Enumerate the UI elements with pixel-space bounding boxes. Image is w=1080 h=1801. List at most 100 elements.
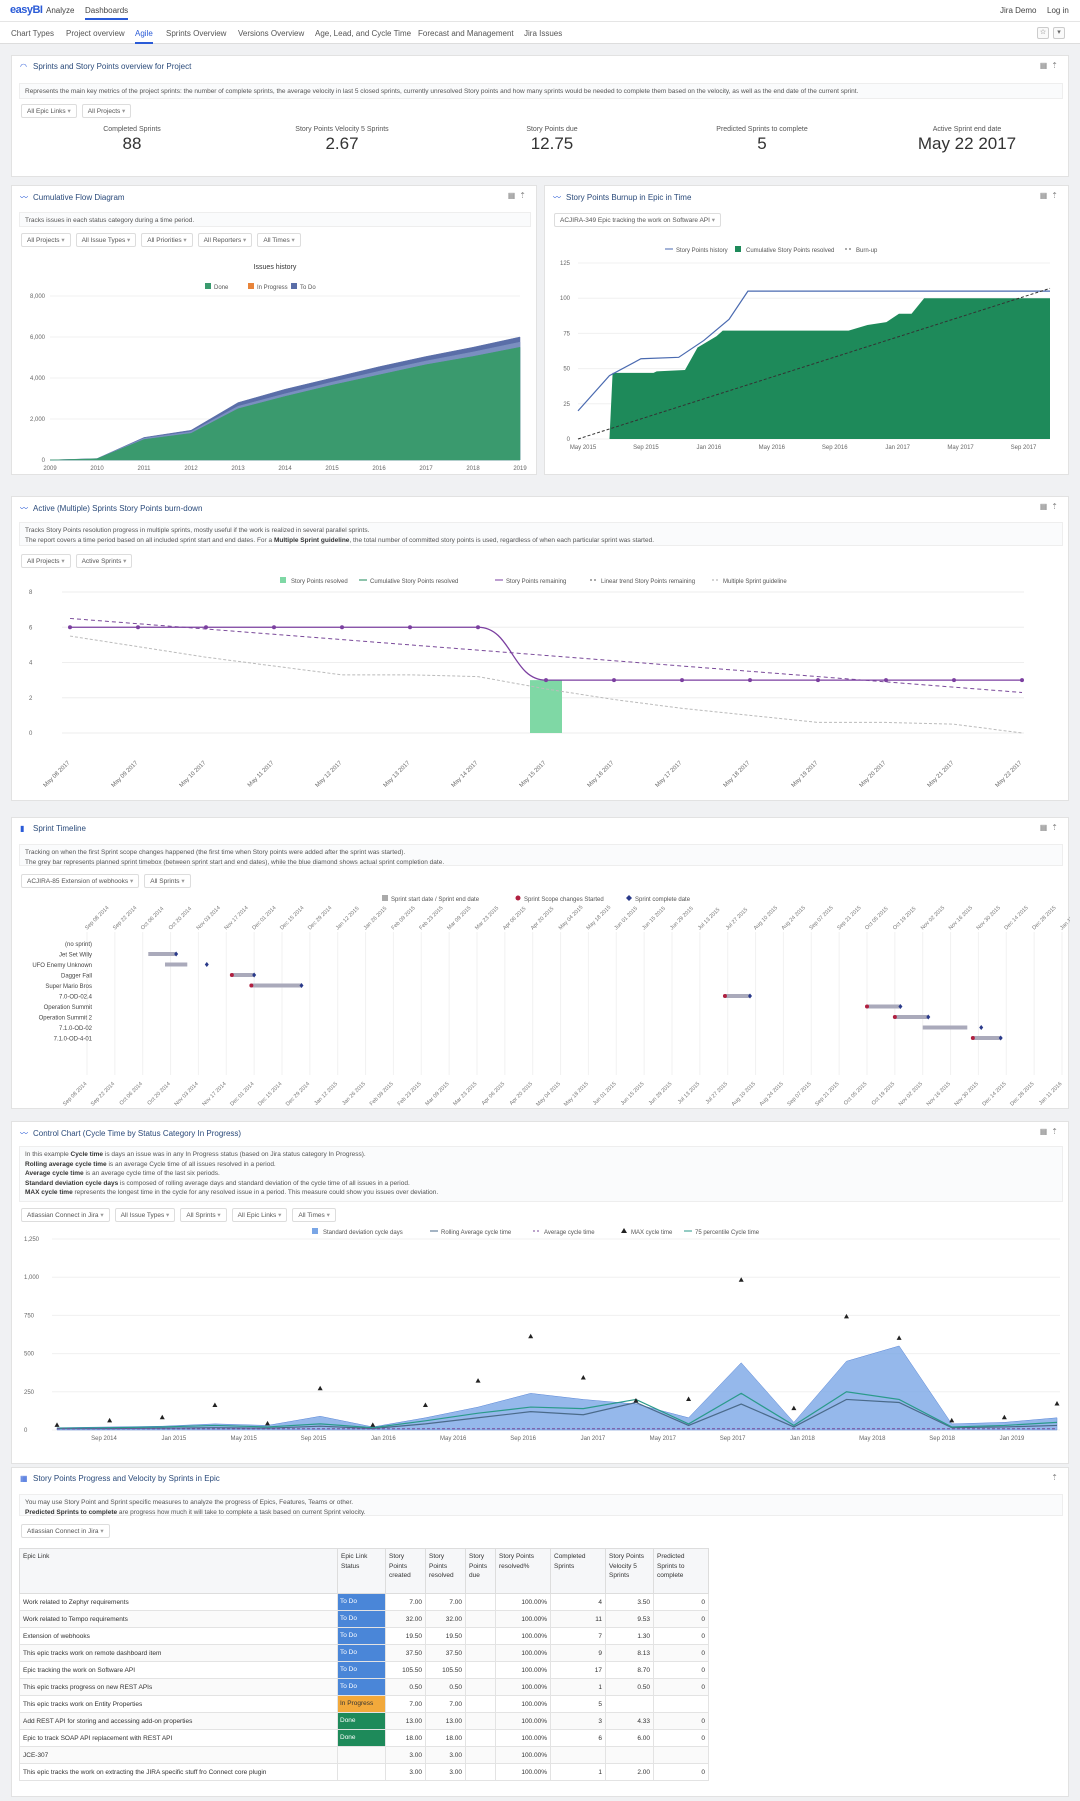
sprint-filter[interactable]: All Sprints xyxy=(180,1208,227,1222)
table-row[interactable]: Add REST API for storing and accessing a… xyxy=(19,1712,709,1730)
app-logo[interactable]: easyBI xyxy=(10,4,43,16)
table-row[interactable]: Epic to track SOAP API replacement with … xyxy=(19,1729,709,1747)
x-tick-label: May 08 2017 xyxy=(43,760,72,789)
table-row[interactable]: JCE-307 3.00 3.00 100.00% xyxy=(19,1746,709,1764)
y-tick-label: 0 xyxy=(567,437,571,443)
panel-actions[interactable]: ▦⇡ xyxy=(1040,61,1062,70)
table-row[interactable]: This epic tracks the work on extracting … xyxy=(19,1763,709,1781)
table-cell: JCE-307 xyxy=(19,1746,338,1764)
tab-jira-issues[interactable]: Jira Issues xyxy=(524,29,563,38)
project-filter[interactable]: Atlassian Connect in Jira xyxy=(21,1524,110,1538)
line-burn-up xyxy=(577,287,1051,440)
desc-text: , the total number of committed story po… xyxy=(349,536,654,544)
user-name[interactable]: Jira Demo xyxy=(1000,6,1037,15)
tab-chart-types[interactable]: Chart Types xyxy=(11,29,54,38)
col-velocity[interactable]: Story Points Velocity 5 Sprints xyxy=(605,1548,654,1594)
chevron-down-icon[interactable]: ▾ xyxy=(1053,27,1065,39)
pin-icon[interactable]: ⇡ xyxy=(1051,502,1062,511)
col-status[interactable]: Epic Link Status xyxy=(337,1548,386,1594)
time-filter[interactable]: All Times xyxy=(292,1208,336,1222)
epic-filter[interactable]: ACJIRA-85 Extension of webhooks xyxy=(21,874,140,888)
col-sp-due[interactable]: Story Points due xyxy=(465,1548,496,1594)
priority-filter[interactable]: All Priorities xyxy=(141,233,193,247)
point-story-points-remaining xyxy=(816,678,820,683)
sprint-bar xyxy=(251,983,302,988)
tab-forecast[interactable]: Forecast and Management xyxy=(418,29,514,38)
legend-label: Sprint complete date xyxy=(635,897,691,903)
epic-link-filter[interactable]: All Epic Links xyxy=(21,104,77,118)
table-cell: 0 xyxy=(653,1661,709,1679)
x-tick-label-top: May 04 2015 xyxy=(558,905,585,932)
project-filter[interactable]: All Projects xyxy=(21,554,71,568)
table-row[interactable]: Epic tracking the work on Software API To… xyxy=(19,1661,709,1679)
col-sp-resolved[interactable]: Story Points resolved xyxy=(425,1548,466,1594)
nav-analyze[interactable]: Analyze xyxy=(46,6,75,15)
col-completed-sprints[interactable]: Completed Sprints xyxy=(550,1548,606,1594)
project-filter[interactable]: All Projects xyxy=(21,233,71,247)
table-icon[interactable]: ▦ xyxy=(1039,191,1052,200)
epic-filter[interactable]: ACJIRA-349 Epic tracking the work on Sof… xyxy=(554,213,722,227)
table-icon[interactable]: ▦ xyxy=(1039,61,1052,70)
table-row[interactable]: Work related to Tempo requirements To Do 3… xyxy=(19,1610,709,1628)
table-cell: 0 xyxy=(653,1712,709,1730)
table-icon[interactable]: ▦ xyxy=(1039,1127,1052,1136)
tab-versions-overview[interactable]: Versions Overview xyxy=(238,29,305,38)
x-tick-label-top: Nov 30 2015 xyxy=(976,905,1002,931)
panel-actions[interactable]: ▦⇡ xyxy=(508,191,530,200)
pin-icon[interactable]: ⇡ xyxy=(1051,191,1062,200)
point-story-points-remaining xyxy=(340,625,344,630)
max-cycle-time-marker xyxy=(370,1422,376,1427)
table-row[interactable]: This epic tracks work on Entity Properti… xyxy=(19,1695,709,1713)
pin-icon[interactable]: ⇡ xyxy=(519,191,530,200)
panel-actions[interactable]: ⇡ xyxy=(1051,1473,1062,1482)
pin-icon[interactable]: ⇡ xyxy=(1051,1473,1062,1482)
table-cell: 2.00 xyxy=(605,1763,654,1781)
star-icon[interactable]: ☆ xyxy=(1037,27,1049,39)
chart-title: Issues history xyxy=(254,264,297,271)
pin-icon[interactable]: ⇡ xyxy=(1051,823,1062,832)
nav-dashboards[interactable]: Dashboards xyxy=(85,6,129,20)
table-icon[interactable]: ▦ xyxy=(1039,823,1052,832)
x-tick-label: May 2016 xyxy=(440,1436,467,1442)
tab-project-overview[interactable]: Project overview xyxy=(66,29,125,38)
project-filter[interactable]: Atlassian Connect in Jira xyxy=(21,1208,110,1222)
reporter-filter[interactable]: All Reporters xyxy=(197,233,253,247)
table-icon[interactable]: ▦ xyxy=(1039,502,1052,511)
tab-age-lead-cycle[interactable]: Age, Lead, and Cycle Time xyxy=(315,29,412,38)
tab-agile[interactable]: Agile xyxy=(135,29,153,44)
time-filter[interactable]: All Times xyxy=(257,233,301,247)
desc-text: is an average cycle time of the last six… xyxy=(83,1170,220,1177)
table-row[interactable]: This epic tracks work on remote dashboar… xyxy=(19,1644,709,1662)
desc-bold: Multiple Sprint guideline xyxy=(273,536,350,544)
table-row[interactable]: This epic tracks progress on new REST AP… xyxy=(19,1678,709,1696)
col-predicted-sprints[interactable]: Predicted Sprints to complete xyxy=(653,1548,709,1594)
tab-sprints-overview[interactable]: Sprints Overview xyxy=(166,29,227,38)
pin-icon[interactable]: ⇡ xyxy=(1051,1127,1062,1136)
table-row[interactable]: Work related to Zephyr requirements To Do… xyxy=(19,1593,709,1611)
burnup-panel: 〰 Story Points Burnup in Epic in Time ▦⇡ … xyxy=(544,185,1069,475)
table-cell: To Do xyxy=(337,1644,386,1662)
sprint-filter[interactable]: All Sprints xyxy=(144,874,191,888)
epic-filter[interactable]: All Epic Links xyxy=(231,1208,288,1222)
col-epic-link[interactable]: Epic Link xyxy=(19,1548,338,1594)
cumulative-flow-chart: Issues history Done In Progress To Do 0 2,000… xyxy=(30,264,527,472)
panel-actions[interactable]: ▦⇡ xyxy=(1040,1127,1062,1136)
col-sp-created[interactable]: Story Points created xyxy=(385,1548,426,1594)
sprint-bar xyxy=(894,1015,929,1019)
table-icon[interactable]: ▦ xyxy=(507,191,520,200)
issue-type-filter[interactable]: All Issue Types xyxy=(75,233,137,247)
panel-actions[interactable]: ▦⇡ xyxy=(1040,823,1062,832)
panel-actions[interactable]: ▦⇡ xyxy=(1040,191,1062,200)
col-sp-resolved-pct[interactable]: Story Points resolved% xyxy=(495,1548,551,1594)
sprint-filter[interactable]: Active Sprints xyxy=(75,554,133,568)
pin-icon[interactable]: ⇡ xyxy=(1051,61,1062,70)
project-filter[interactable]: All Projects xyxy=(81,104,132,118)
login-link[interactable]: Log in xyxy=(1047,6,1069,15)
scope-change-marker xyxy=(892,1015,897,1019)
panel-actions[interactable]: ▦⇡ xyxy=(1040,502,1062,511)
issue-type-filter[interactable]: All Issue Types xyxy=(114,1208,176,1222)
x-tick-label-bottom: Jul 27 2015 xyxy=(705,1081,729,1105)
velocity-table: Epic Link Epic Link Status Story Points … xyxy=(19,1548,709,1781)
table-row[interactable]: Extension of webhooks To Do 19.50 19.50 100.… xyxy=(19,1627,709,1645)
x-tick-label-bottom: Sep 07 2015 xyxy=(786,1081,812,1107)
